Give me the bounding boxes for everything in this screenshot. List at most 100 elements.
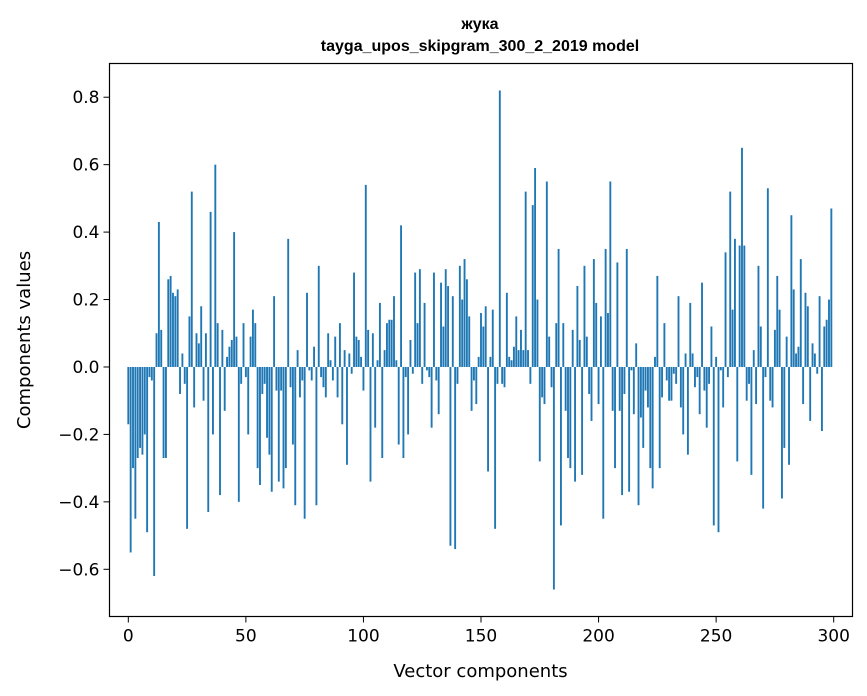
bar: [172, 292, 174, 367]
bar: [510, 360, 513, 367]
bar: [562, 323, 565, 367]
bar: [677, 296, 680, 367]
bar: [299, 366, 301, 398]
bar: [395, 360, 398, 367]
bar: [527, 350, 529, 367]
bar: [447, 286, 450, 367]
bar: [578, 340, 581, 367]
bar: [550, 366, 553, 388]
bar: [679, 366, 682, 408]
bar: [353, 272, 355, 367]
bar: [357, 340, 360, 367]
bar: [583, 265, 586, 367]
bar: [421, 366, 424, 384]
bar: [698, 366, 701, 415]
bar: [139, 366, 142, 448]
bar: [710, 326, 713, 367]
y-tick-label: 0.0: [72, 358, 99, 378]
bar: [404, 366, 407, 378]
bar: [400, 225, 402, 367]
bar: [188, 316, 191, 367]
bar: [369, 366, 372, 482]
bar: [237, 366, 240, 502]
bar: [635, 343, 638, 367]
bar: [442, 326, 445, 367]
bar: [465, 279, 468, 367]
y-tick-label: 0.8: [72, 88, 99, 108]
bar: [388, 319, 391, 367]
bar: [672, 366, 675, 374]
bar: [132, 366, 134, 469]
bar: [712, 366, 715, 526]
bar: [595, 302, 598, 367]
bar: [294, 366, 297, 506]
bar: [160, 329, 163, 367]
bar: [313, 346, 315, 367]
bar: [306, 292, 308, 367]
bar: [790, 215, 793, 367]
bar: [778, 309, 781, 367]
bar: [197, 343, 200, 367]
bar: [350, 366, 353, 374]
bar: [545, 181, 548, 367]
bar: [146, 366, 149, 533]
bar: [367, 329, 370, 367]
bar: [661, 366, 663, 398]
bar: [451, 296, 454, 367]
bar: [621, 366, 624, 496]
bar: [364, 184, 367, 367]
bar: [127, 366, 130, 425]
bar: [254, 323, 257, 367]
bar: [393, 296, 395, 367]
bar: [694, 366, 696, 388]
bar: [813, 353, 816, 367]
bar: [670, 366, 673, 401]
bar: [757, 265, 760, 367]
bar: [334, 336, 337, 367]
bar: [781, 366, 783, 499]
bar: [524, 191, 527, 367]
bar: [818, 296, 821, 367]
bar: [179, 366, 181, 394]
bar: [259, 366, 261, 485]
bar: [425, 366, 428, 371]
bar: [708, 366, 711, 384]
bar: [663, 323, 666, 367]
bar: [244, 366, 247, 378]
bar: [470, 366, 473, 411]
bar: [327, 333, 330, 367]
bar: [651, 366, 654, 489]
bar: [200, 306, 203, 367]
bar: [560, 366, 562, 526]
bar: [548, 336, 551, 367]
bar: [590, 366, 593, 421]
x-axis-ticks: 0 50 100 150 200 250 300: [123, 616, 850, 647]
plot-frame: [108, 62, 854, 618]
bar: [625, 248, 628, 367]
bar: [331, 366, 334, 381]
bar: [682, 366, 685, 435]
bar: [202, 366, 205, 401]
bar: [614, 366, 616, 469]
bar: [785, 336, 788, 367]
x-tick-label: 50: [235, 627, 257, 647]
bar: [477, 356, 480, 367]
bar: [268, 366, 271, 455]
chart-subtitle: tayga_upos_skipgram_300_2_2019 model: [321, 38, 639, 55]
bar: [639, 366, 642, 418]
bar-series: [127, 90, 833, 590]
bar: [219, 366, 221, 496]
bar: [409, 340, 412, 367]
bar: [705, 366, 708, 428]
bar: [195, 333, 198, 367]
bar: [585, 336, 588, 367]
bar: [658, 366, 661, 469]
bar: [181, 353, 184, 367]
bar: [611, 366, 614, 411]
bar: [204, 333, 207, 367]
bar: [329, 360, 332, 367]
bar: [736, 366, 739, 462]
bar: [371, 333, 374, 367]
bar: [649, 366, 652, 469]
